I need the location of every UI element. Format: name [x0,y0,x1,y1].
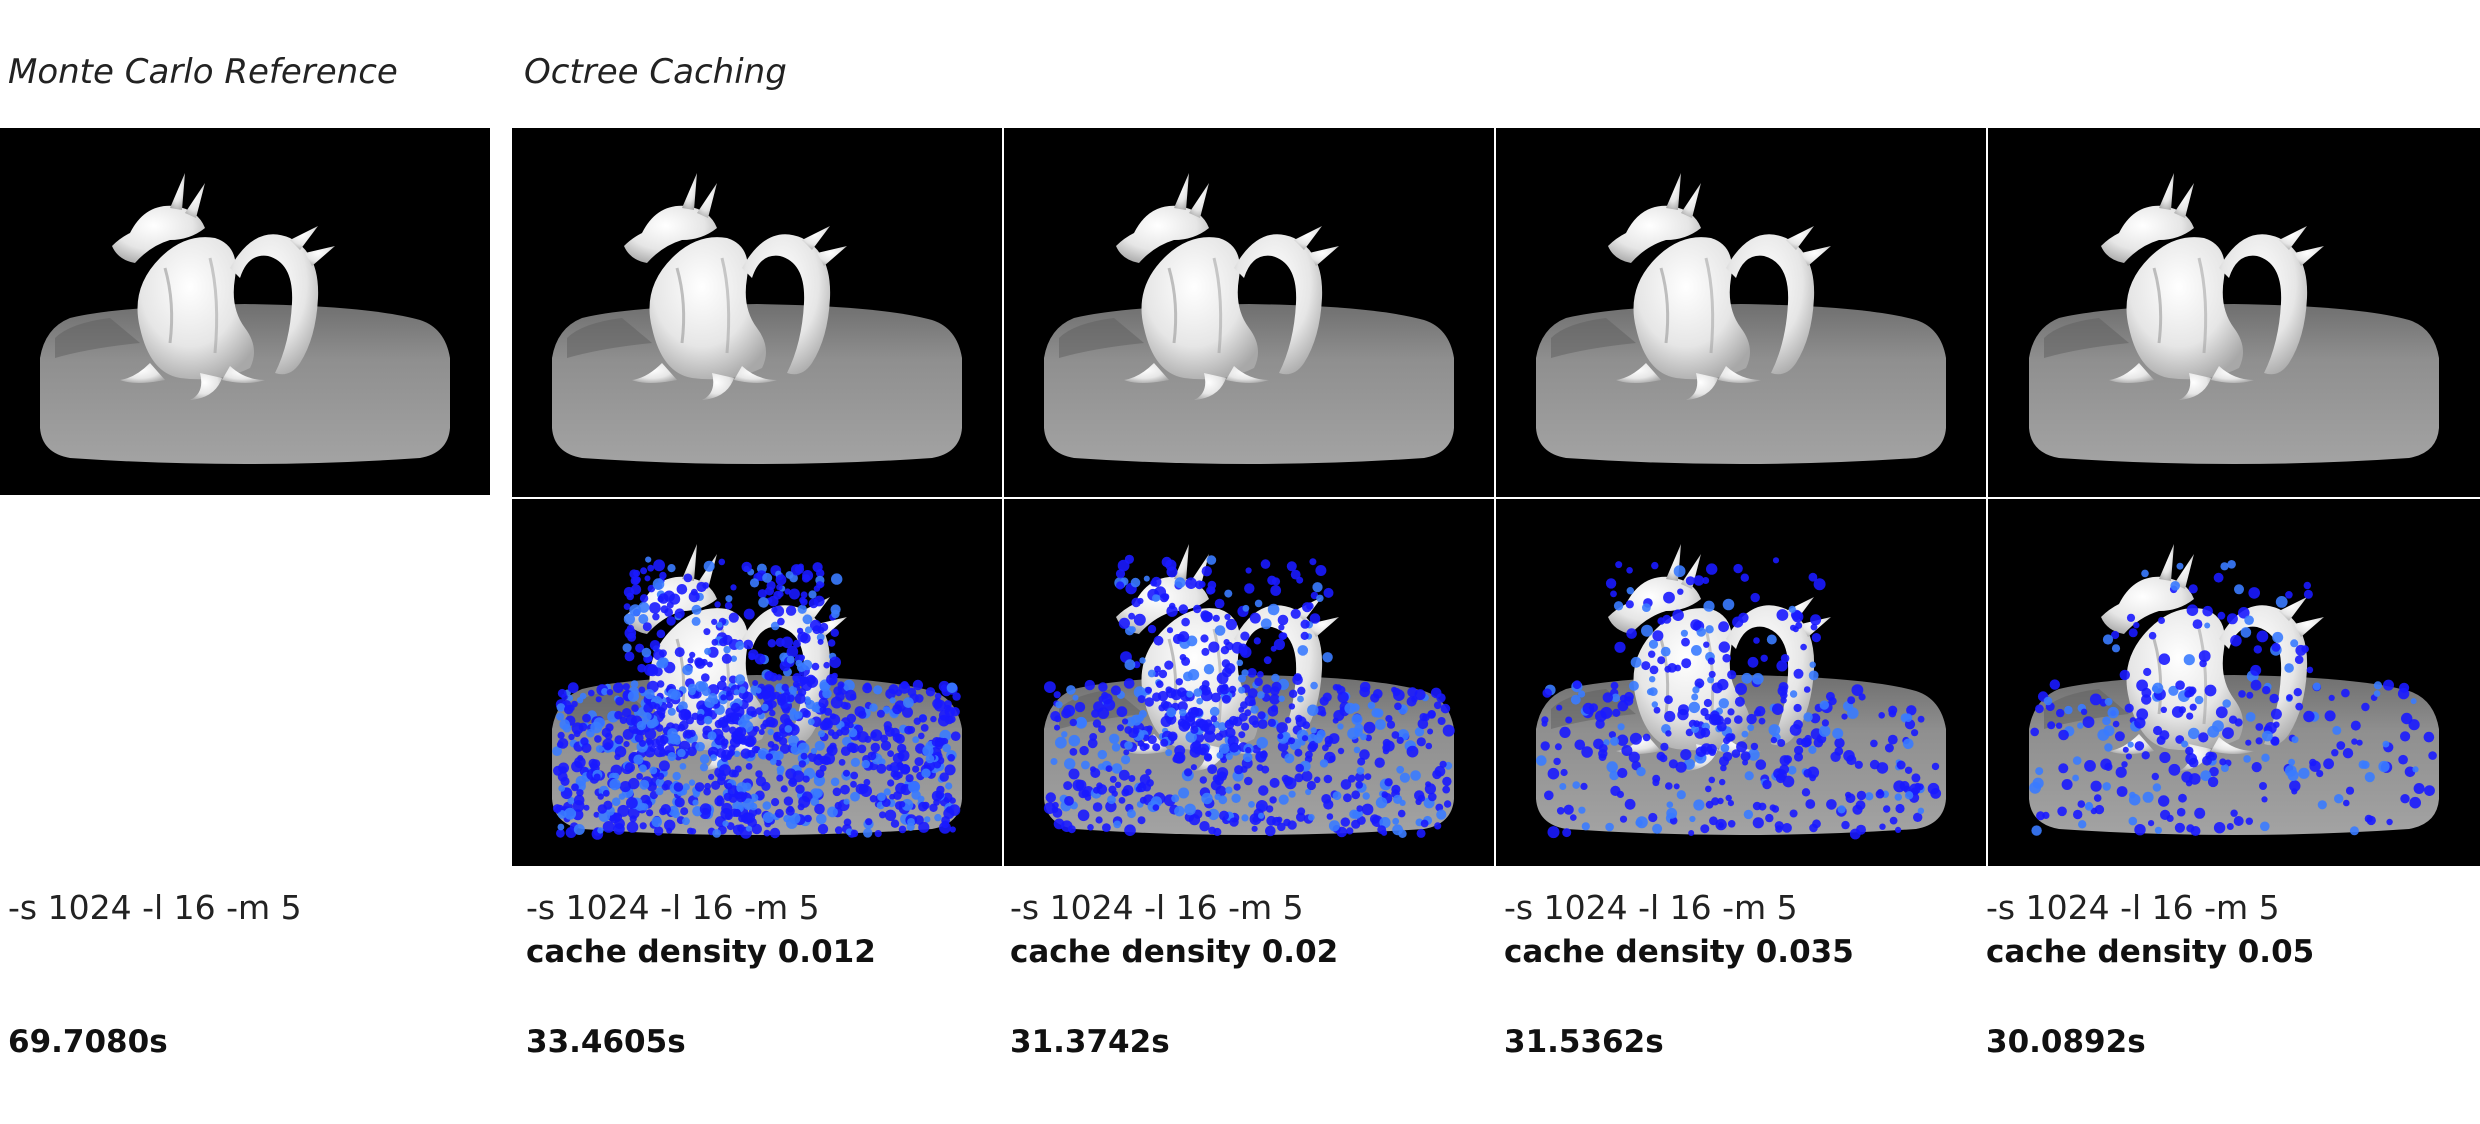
pedestal-shape [552,304,962,464]
pedestal-shape [1044,304,1454,464]
octree-params-4: -s 1024 -l 16 -m 5 [1986,888,2280,927]
dragon-render-image [1536,173,1946,464]
reference-params: -s 1024 -l 16 -m 5 [8,888,302,927]
octree-time-1: 33.4605s [526,1024,686,1060]
pedestal-shape [1536,304,1946,464]
octree-cache-3 [1496,499,1986,866]
cache-markers [1043,554,1455,838]
reference-time: 69.7080s [8,1024,168,1060]
cache-points-render-image [1043,544,1455,838]
cache-points-render-image [2029,544,2439,836]
reference-render [0,128,490,495]
octree-density-3: cache density 0.035 [1504,934,1854,970]
dragon-render-image [40,173,450,464]
octree-heading: Octree Caching [524,52,787,92]
octree-density-2: cache density 0.02 [1010,934,1339,970]
pedestal-shape [40,304,450,464]
cache-markers [1536,557,1942,840]
octree-time-2: 31.3742s [1010,1024,1170,1060]
octree-params-3: -s 1024 -l 16 -m 5 [1504,888,1798,927]
octree-render-2 [1004,128,1494,497]
octree-density-4: cache density 0.05 [1986,934,2315,970]
cache-markers [2029,560,2437,836]
octree-cache-4 [1988,499,2480,866]
cache-points-render-image [552,544,962,840]
reference-heading: Monte Carlo Reference [8,52,398,92]
octree-cache-1 [512,499,1002,866]
cache-markers [552,556,961,840]
octree-params-2: -s 1024 -l 16 -m 5 [1010,888,1304,927]
cache-points-render-image [1536,544,1946,840]
octree-render-3 [1496,128,1986,497]
octree-time-3: 31.5362s [1504,1024,1664,1060]
octree-density-1: cache density 0.012 [526,934,876,970]
dragon-render-image [1044,173,1454,464]
octree-time-4: 30.0892s [1986,1024,2146,1060]
octree-render-4 [1988,128,2480,497]
dragon-shape [624,173,847,400]
dragon-render-image [2029,173,2439,464]
dragon-render-image [552,173,962,464]
pedestal-shape [2029,304,2439,464]
octree-params-1: -s 1024 -l 16 -m 5 [526,888,820,927]
octree-cache-2 [1004,499,1494,866]
octree-render-1 [512,128,1002,497]
